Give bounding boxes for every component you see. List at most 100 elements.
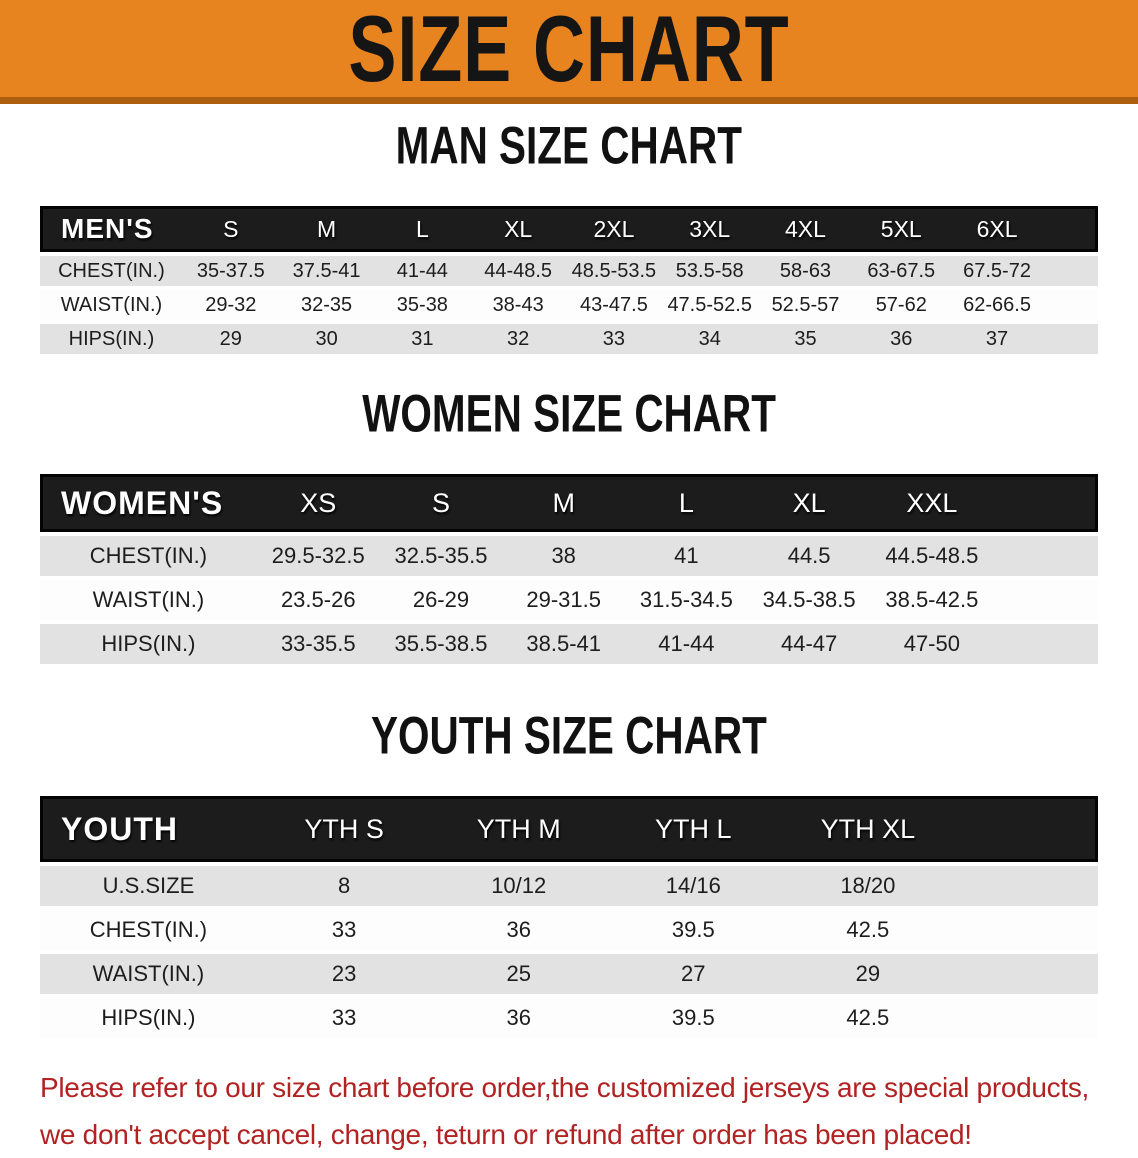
size-column-header: 4XL: [757, 206, 854, 252]
measurement-label-cell: WAIST(IN.): [40, 290, 183, 320]
measurement-value-cell: 32.5-35.5: [379, 536, 503, 576]
measurement-value-cell: 31: [374, 324, 471, 354]
measurement-value-cell: 47-50: [870, 624, 994, 664]
measurement-label-cell: CHEST(IN.): [40, 536, 257, 576]
measurement-value-cell: 27: [606, 954, 781, 994]
measurement-value-cell: 57-62: [853, 290, 950, 320]
measurement-value-cell: 37.5-41: [278, 256, 375, 286]
measurement-value-cell: 48.5-53.5: [566, 256, 662, 286]
size-column-header: YTH M: [431, 796, 606, 862]
size-table-title-cell: MEN'S: [40, 206, 183, 252]
measurement-value-cell: 38.5-41: [502, 624, 626, 664]
measurement-value-cell: 52.5-57: [757, 290, 854, 320]
measurement-value-cell: 62-66.5: [949, 290, 1045, 320]
measurement-value-cell: 53.5-58: [661, 256, 758, 286]
measurement-value-cell: 29.5-32.5: [256, 536, 380, 576]
spacer-cell: [1044, 290, 1098, 320]
women-size-chart-heading: WOMEN SIZE CHART: [0, 384, 1138, 456]
measurement-value-cell: 35-38: [374, 290, 471, 320]
measurement-value-cell: 44-48.5: [470, 256, 567, 286]
size-table-header-row: WOMEN'S XS S M L XL XXL: [40, 474, 1098, 532]
size-table-header-row: MEN'S S M L XL 2XL 3XL 4XL 5XL 6XL: [40, 206, 1098, 252]
measurement-label-cell: WAIST(IN.): [40, 580, 257, 620]
measurement-value-cell: 29-31.5: [502, 580, 626, 620]
measurement-value-cell: 32-35: [278, 290, 375, 320]
size-column-header: L: [625, 474, 748, 532]
measurement-value-cell: 39.5: [606, 910, 781, 950]
spacer-cell: [955, 796, 1098, 862]
size-column-header: XXL: [870, 474, 994, 532]
man-size-chart-heading-text: MAN SIZE CHART: [395, 115, 743, 175]
man-size-chart-heading: MAN SIZE CHART: [0, 116, 1138, 188]
size-column-header: M: [278, 206, 375, 252]
measurement-value-cell: 47.5-52.5: [661, 290, 758, 320]
spacer-cell: [955, 954, 1098, 994]
measurement-value-cell: 35-37.5: [182, 256, 279, 286]
measurement-value-cell: 29: [182, 324, 279, 354]
measurement-value-cell: 42.5: [780, 910, 956, 950]
disclaimer-text: Please refer to our size chart before or…: [40, 1064, 1138, 1158]
measurement-value-cell: 34.5-38.5: [747, 580, 871, 620]
measurement-value-cell: 29: [780, 954, 956, 994]
spacer-cell: [955, 910, 1098, 950]
measurement-label-cell: HIPS(IN.): [40, 998, 257, 1038]
measurement-value-cell: 63-67.5: [853, 256, 950, 286]
measurement-value-cell: 44.5: [747, 536, 871, 576]
size-column-header: 2XL: [566, 206, 662, 252]
measurement-row: WAIST(IN.) 23 25 27 29: [40, 954, 1098, 994]
size-column-header: YTH XL: [780, 796, 956, 862]
women-size-chart-heading-text: WOMEN SIZE CHART: [362, 383, 776, 443]
spacer-cell: [955, 866, 1098, 906]
size-table-title-cell: WOMEN'S: [40, 474, 257, 532]
measurement-value-cell: 58-63: [757, 256, 854, 286]
women-size-table: WOMEN'S XS S M L XL XXL CHEST(IN.) 29.5-32.5 32.…: [40, 470, 1098, 668]
size-column-header: XL: [747, 474, 871, 532]
measurement-value-cell: 44.5-48.5: [870, 536, 994, 576]
measurement-value-cell: 41-44: [625, 624, 748, 664]
measurement-value-cell: 44-47: [747, 624, 871, 664]
measurement-value-cell: 14/16: [606, 866, 781, 906]
size-column-header: 6XL: [949, 206, 1045, 252]
measurement-value-cell: 30: [278, 324, 375, 354]
measurement-label-cell: CHEST(IN.): [40, 256, 183, 286]
measurement-value-cell: 31.5-34.5: [625, 580, 748, 620]
measurement-row: CHEST(IN.) 35-37.5 37.5-41 41-44 44-48.5 48.5…: [40, 256, 1098, 286]
measurement-row: CHEST(IN.) 33 36 39.5 42.5: [40, 910, 1098, 950]
size-table-title-cell: YOUTH: [40, 796, 257, 862]
measurement-value-cell: 38: [502, 536, 626, 576]
spacer-cell: [1044, 324, 1098, 354]
measurement-value-cell: 33: [256, 910, 432, 950]
size-column-header: S: [182, 206, 279, 252]
spacer-cell: [993, 474, 1098, 532]
measurement-value-cell: 32: [470, 324, 567, 354]
measurement-value-cell: 25: [431, 954, 606, 994]
measurement-value-cell: 10/12: [431, 866, 606, 906]
measurement-label-cell: HIPS(IN.): [40, 324, 183, 354]
size-chart-banner: SIZE CHART: [0, 0, 1138, 104]
measurement-value-cell: 26-29: [379, 580, 503, 620]
size-chart-banner-title: SIZE CHART: [348, 0, 790, 101]
measurement-row: WAIST(IN.) 23.5-26 26-29 29-31.5 31.5-34.5 34…: [40, 580, 1098, 620]
measurement-label-cell: U.S.SIZE: [40, 866, 257, 906]
spacer-cell: [955, 998, 1098, 1038]
spacer-cell: [993, 580, 1098, 620]
size-column-header: 5XL: [853, 206, 950, 252]
size-column-header: XS: [256, 474, 380, 532]
spacer-cell: [1044, 206, 1098, 252]
measurement-row: CHEST(IN.) 29.5-32.5 32.5-35.5 38 41 44.5 44.5…: [40, 536, 1098, 576]
size-column-header: L: [374, 206, 471, 252]
measurement-row: HIPS(IN.) 33 36 39.5 42.5: [40, 998, 1098, 1038]
measurement-row: WAIST(IN.) 29-32 32-35 35-38 38-43 43-47.5 47.…: [40, 290, 1098, 320]
measurement-value-cell: 33-35.5: [256, 624, 380, 664]
measurement-value-cell: 37: [949, 324, 1045, 354]
disclaimer-line-1: Please refer to our size chart before or…: [40, 1072, 1090, 1103]
measurement-label-cell: HIPS(IN.): [40, 624, 257, 664]
measurement-value-cell: 39.5: [606, 998, 781, 1038]
measurement-row: HIPS(IN.) 33-35.5 35.5-38.5 38.5-41 41-44 44-…: [40, 624, 1098, 664]
measurement-value-cell: 41: [625, 536, 748, 576]
measurement-value-cell: 8: [256, 866, 432, 906]
youth-size-chart-heading: YOUTH SIZE CHART: [0, 706, 1138, 778]
measurement-value-cell: 23: [256, 954, 432, 994]
measurement-value-cell: 35: [757, 324, 854, 354]
measurement-value-cell: 34: [661, 324, 758, 354]
